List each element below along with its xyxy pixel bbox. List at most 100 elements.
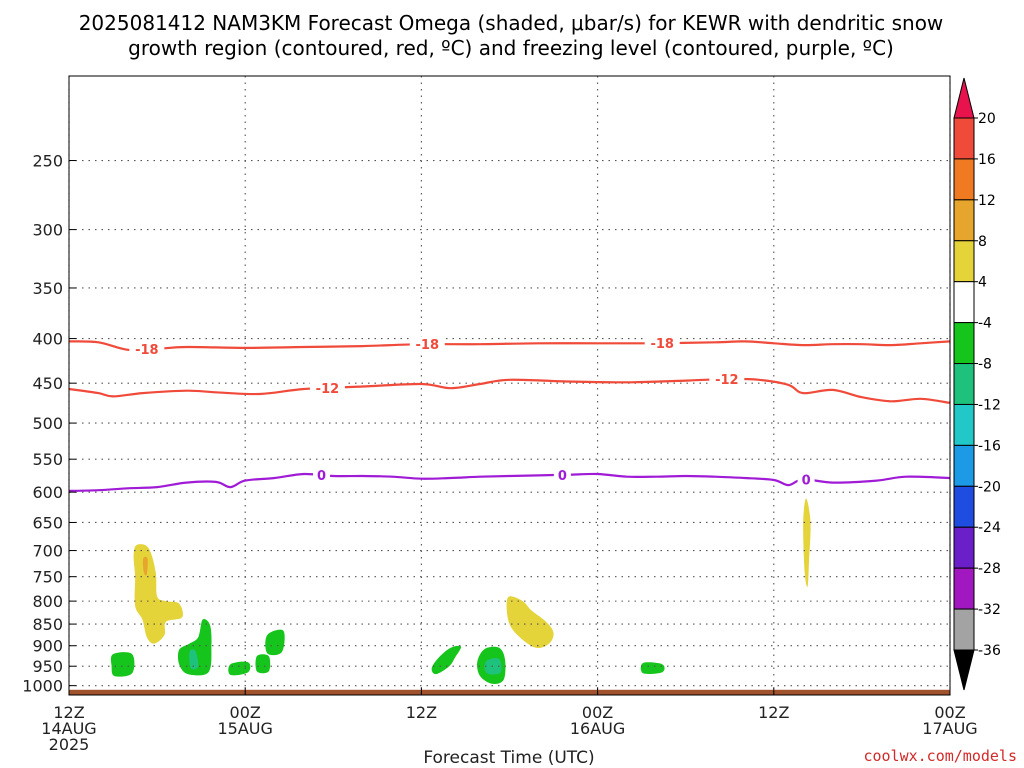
- x-tick-label: 2025: [49, 735, 90, 754]
- contour-line: [68, 472, 951, 492]
- contour-label: -18: [416, 338, 440, 353]
- y-tick-label: 900: [32, 637, 63, 656]
- contour-line: [68, 340, 951, 352]
- x-tick-label: 17AUG: [922, 719, 977, 738]
- contour-label: -12: [715, 373, 739, 388]
- omega-region: [228, 661, 251, 676]
- contour-label: 0: [802, 474, 811, 489]
- x-axis-label: Forecast Time (UTC): [423, 748, 594, 768]
- colorbar-segment: [953, 281, 975, 324]
- colorbar-label: 4: [978, 275, 987, 291]
- y-tick-label: 400: [32, 330, 63, 349]
- colorbar-label: 8: [978, 234, 987, 250]
- contour-label-bg: [129, 341, 165, 358]
- colorbar-segment: [953, 608, 975, 651]
- colorbar-segment: [953, 363, 975, 405]
- omega-region: [189, 649, 199, 670]
- colorbar-label: -4: [978, 316, 992, 332]
- colorbar-segment: [953, 526, 975, 569]
- omega-region: [484, 658, 502, 675]
- omega-region: [265, 629, 285, 656]
- y-tick-label: 1000: [22, 677, 63, 696]
- chart-title-line-1: 2025081412 NAM3KM Forecast Omega (shaded…: [79, 11, 944, 35]
- y-tick-label: 500: [32, 414, 63, 433]
- colorbar-label: -36: [978, 643, 1001, 659]
- contour-line: [68, 377, 951, 404]
- chart-title-line-2: growth region (contoured, red, ºC) and f…: [128, 36, 894, 60]
- x-tick-label: 15AUG: [217, 719, 272, 738]
- omega-region: [142, 556, 148, 576]
- contour-label-bg: [644, 335, 680, 352]
- contour-label: 0: [558, 469, 567, 484]
- colorbar-segment: [953, 158, 975, 201]
- omega-region: [803, 498, 811, 587]
- terrain-layer: [69, 689, 950, 695]
- contour-label-bg: [797, 471, 815, 488]
- contour-label: -12: [316, 382, 340, 397]
- contour-label-bg: [309, 380, 345, 397]
- contour-label-bg: [313, 467, 331, 484]
- y-tick-label: 650: [32, 513, 63, 532]
- omega-region: [133, 544, 183, 644]
- colorbar-label: -28: [978, 561, 1001, 577]
- colorbar-label: -24: [978, 520, 1001, 536]
- x-tick-label: 00Z: [582, 703, 613, 722]
- x-tick-label: 16AUG: [570, 719, 625, 738]
- contour-label-bg: [709, 371, 745, 388]
- contour-label: -18: [650, 337, 674, 352]
- omega-region: [255, 654, 271, 674]
- omega-shading-layer: [110, 498, 811, 684]
- colorbar-label: 12: [978, 193, 996, 209]
- credit-text: coolwx.com/models: [863, 747, 1017, 765]
- y-tick-label: 550: [32, 450, 63, 469]
- colorbar-top-triangle: [953, 77, 975, 119]
- y-axis: 250 300 350 400 450 500 550 600 650 700 750 800 850 9…: [22, 152, 76, 696]
- colorbar-segment: [953, 485, 975, 528]
- colorbar: 20 16 12 8 4 -4 -8 -12 -16 -20 -24 -28 -32 -36: [953, 77, 1001, 691]
- contour-label-bg: [553, 466, 571, 483]
- omega-region: [640, 662, 665, 675]
- x-tick-label: 00Z: [230, 703, 261, 722]
- omega-region: [506, 596, 554, 649]
- y-tick-label: 700: [32, 542, 63, 561]
- colorbar-bottom-triangle: [953, 649, 975, 691]
- omega-region: [431, 645, 462, 675]
- colorbar-label: 20: [978, 111, 996, 127]
- contour-layer: -18 -18 -18 -12 -12 0 0 0: [68, 335, 951, 492]
- y-tick-label: 250: [32, 152, 63, 171]
- colorbar-label: -8: [978, 357, 992, 373]
- colorbar-segment: [953, 403, 975, 446]
- colorbar-segment: [953, 240, 975, 283]
- colorbar-label: -32: [978, 602, 1001, 618]
- colorbar-label: -12: [978, 397, 1001, 413]
- x-tick-label: 12Z: [758, 703, 789, 722]
- omega-region: [177, 618, 212, 676]
- y-tick-label: 950: [32, 657, 63, 676]
- y-tick-label: 350: [32, 279, 63, 298]
- y-tick-label: 600: [32, 483, 63, 502]
- colorbar-label: 16: [978, 152, 996, 168]
- omega-region: [110, 652, 135, 677]
- contour-label-bg: [409, 336, 445, 353]
- y-tick-label: 850: [32, 615, 63, 634]
- colorbar-label: -16: [978, 438, 1001, 454]
- colorbar-segment: [953, 322, 975, 365]
- x-tick-label: 00Z: [934, 703, 965, 722]
- colorbar-segment: [953, 567, 975, 610]
- contour-label: -18: [135, 343, 159, 358]
- colorbar-label: -20: [978, 479, 1001, 495]
- colorbar-segment: [953, 199, 975, 242]
- plot-frame: [68, 75, 951, 696]
- contour-label: 0: [317, 469, 326, 484]
- plot-area: -18 -18 -18 -12 -12 0 0 0: [68, 75, 951, 696]
- colorbar-segment: [953, 117, 975, 160]
- x-tick-label: 12Z: [53, 703, 84, 722]
- colorbar-segment: [953, 444, 975, 487]
- y-tick-label: 450: [32, 374, 63, 393]
- y-tick-label: 750: [32, 568, 63, 587]
- x-tick-label: 12Z: [406, 703, 437, 722]
- terrain-band: [69, 689, 950, 695]
- y-tick-label: 300: [32, 221, 63, 240]
